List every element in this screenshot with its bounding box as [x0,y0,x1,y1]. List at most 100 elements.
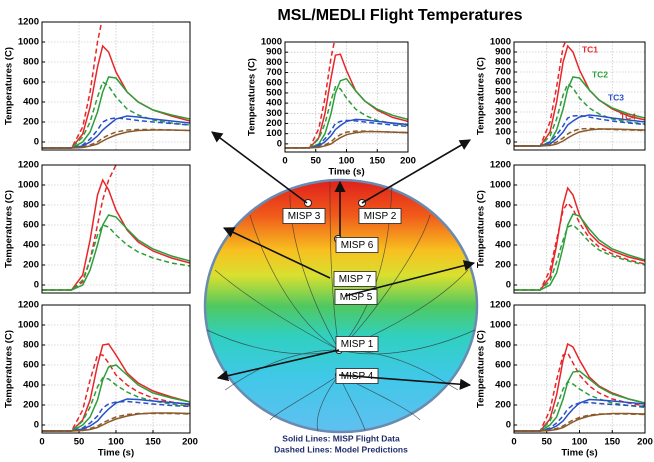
y-axis-label: Temperatures (C) [476,330,487,408]
y-tick-label: 400 [23,97,39,108]
y-tick-label: 600 [266,77,282,88]
y-tick-label: 400 [495,97,511,108]
series-line [514,401,645,432]
y-axis-label: Temperatures (C) [476,57,487,135]
series-line [42,117,190,149]
series-line [514,127,645,147]
y-tick-label: 1000 [261,37,282,48]
title: MSL/MEDLI Flight Temperatures [277,7,522,24]
misp-label: MISP 7 [339,274,372,285]
series-line [514,398,645,432]
y-tick-label: 800 [266,57,282,68]
series-line [42,80,190,149]
label-box [333,271,377,287]
y-tick-label: 1200 [18,300,39,311]
series-line [514,201,645,291]
label-box [334,289,378,305]
plot-frame [513,164,646,294]
series-line [514,114,645,147]
y-tick-label: 1000 [490,37,511,48]
series-line [514,114,645,147]
misp-label: MISP 1 [341,339,374,350]
x-axis-label: Time (s) [561,448,597,459]
misp-label: MISP 3 [288,211,321,222]
y-tick-label: 1200 [18,160,39,171]
series-line [514,213,645,291]
x-tick-label: 50 [310,156,321,167]
y-tick-label: 200 [495,117,511,128]
series-line [285,119,408,149]
series-line [285,130,408,149]
series-line [42,343,190,432]
misp-label: MISP 5 [340,292,373,303]
y-tick-label: 1000 [18,320,39,331]
series-line [285,53,408,149]
y-tick-label: 200 [23,117,39,128]
y-tick-label: 900 [495,47,511,58]
y-tick-label: 1000 [18,180,39,191]
series-line [42,412,190,432]
y-tick-label: 200 [23,260,39,271]
chart: 0 200 400 600 800 1000 1200 0 50 100 150 200 Tempera… [4,300,198,459]
series-line [285,118,408,149]
y-tick-label: 600 [495,77,511,88]
y-tick-label: 1000 [490,180,511,191]
series-line [42,165,117,291]
series-line [42,400,190,432]
x-tick-label: 150 [145,437,161,448]
y-tick-label: 500 [266,87,282,98]
x-tick-label: 200 [637,437,653,448]
y-tick-label: 200 [495,260,511,271]
series-line [42,224,190,291]
y-tick-label: 1000 [18,37,39,48]
y-tick-label: 1200 [18,17,39,28]
y-tick-label: 0 [34,137,39,148]
y-tick-label: 800 [23,340,39,351]
x-tick-label: 0 [511,437,516,448]
x-tick-label: 100 [339,156,355,167]
y-tick-label: 300 [266,108,282,119]
y-tick-label: 200 [23,400,39,411]
series-line [514,186,645,291]
series-line [514,342,645,432]
plot-frame [41,21,191,151]
arrows [211,131,476,390]
x-tick-label: 100 [108,437,124,448]
y-axis-label: Temperatures (C) [476,190,487,268]
x-axis-label: Time (s) [98,448,134,459]
series-line [42,178,190,291]
label-box [335,237,379,253]
y-tick-label: 800 [495,340,511,351]
note: Dashed Lines: Model Predictions [274,444,408,454]
x-tick-label: 200 [182,437,198,448]
chart: 01002003004005006007008009001000Temperat… [476,37,646,151]
annotation: TC2 [592,69,608,79]
y-tick-label: 100 [495,127,511,138]
series-line [42,115,190,149]
y-tick-label: 1200 [490,300,511,311]
annotation: TC1 [582,44,598,54]
series-line [514,42,567,147]
series-line [42,398,190,432]
y-tick-label: 600 [23,360,39,371]
chart: 0 200 400 600 800 1000 1200 0 50 100 150 200 Tempera… [476,300,653,459]
series-line [514,224,645,291]
series-line [514,413,645,432]
y-tick-label: 600 [495,360,511,371]
y-tick-label: 400 [495,240,511,251]
y-tick-label: 0 [506,280,511,291]
x-tick-label: 150 [604,437,620,448]
label-box [358,208,402,224]
misp-label: MISP 6 [341,240,374,251]
y-tick-label: 0 [34,280,39,291]
y-axis-label: Temperatures (C) [4,190,15,268]
note: Solid Lines: MISP Flight Data [282,433,400,443]
series-line [514,381,645,432]
annotation: TC3 [608,92,624,102]
x-tick-label: 50 [541,437,552,448]
plot-frame [41,164,191,294]
y-tick-label: 400 [23,240,39,251]
y-tick-label: 600 [495,220,511,231]
